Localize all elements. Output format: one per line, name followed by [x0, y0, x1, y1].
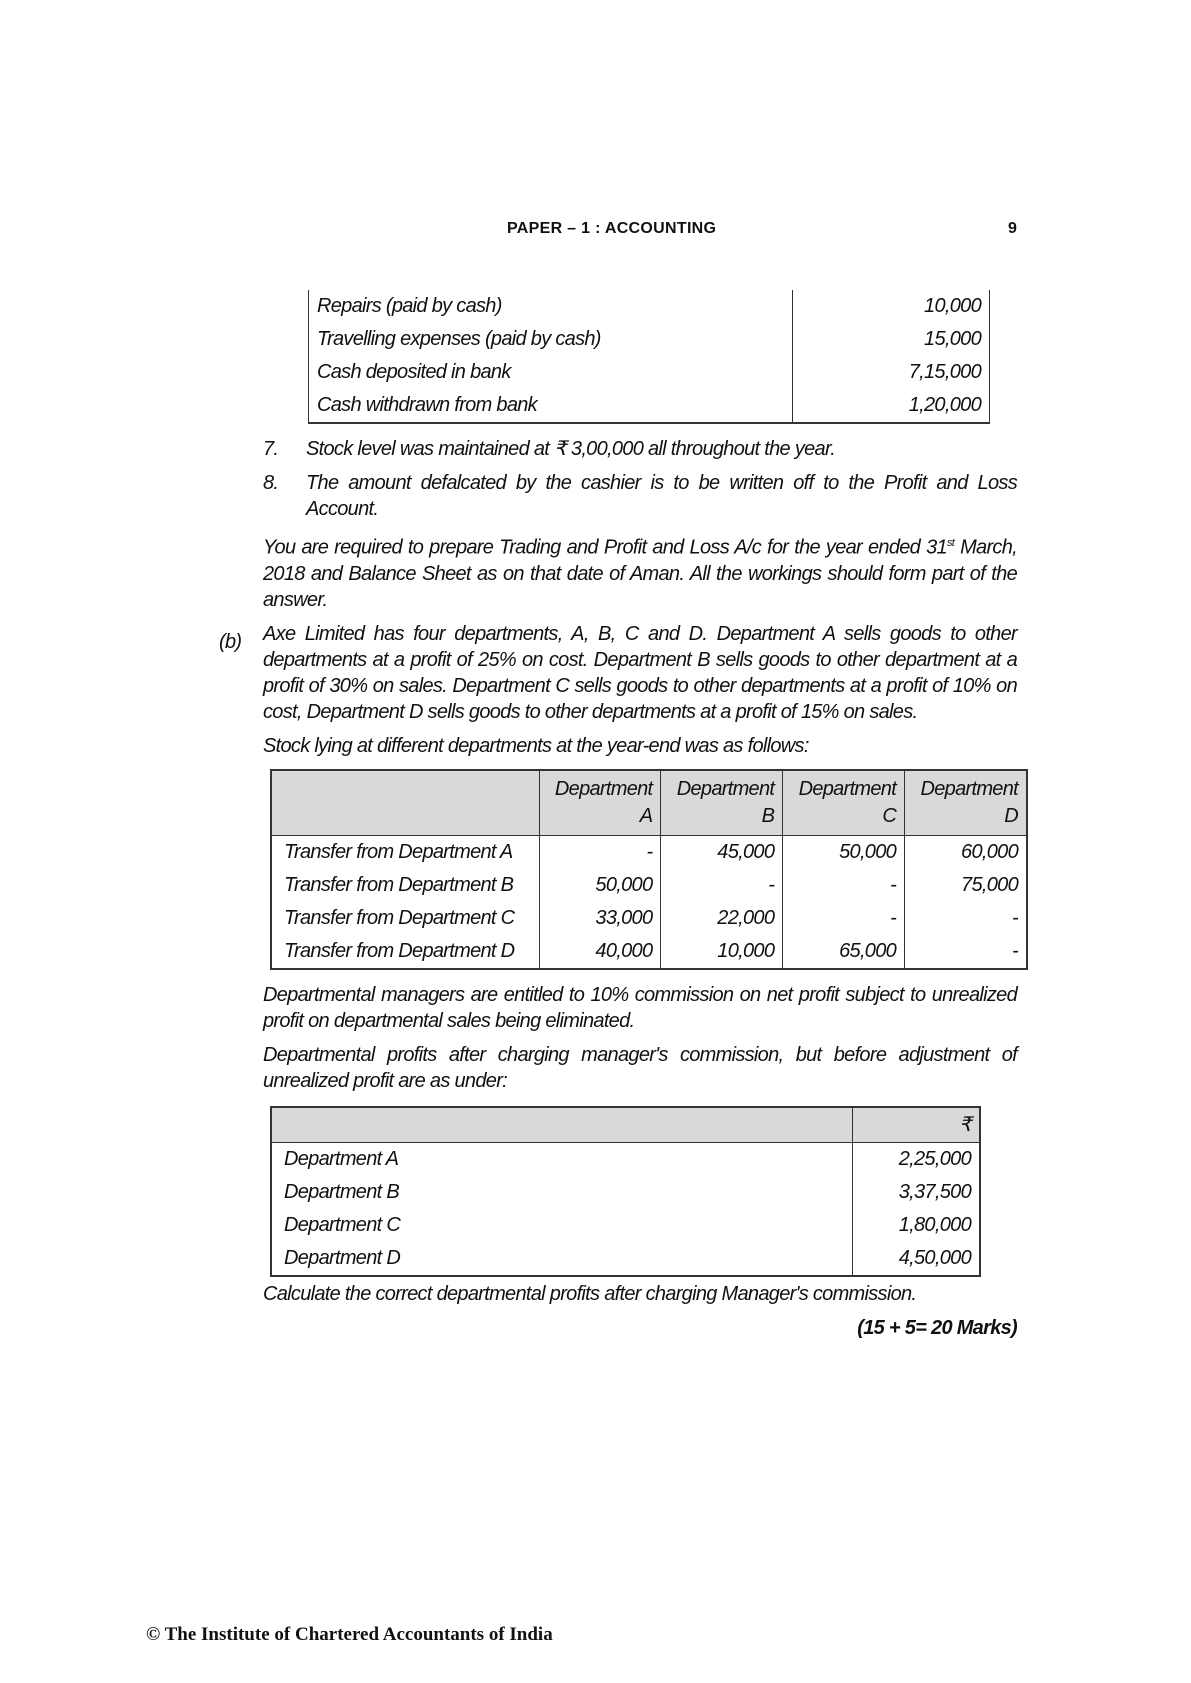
- row-label: Department D: [284, 1246, 401, 1269]
- column-header: Department C: [782, 769, 906, 836]
- cell: 60,000: [904, 835, 1028, 869]
- table-row: Transfer from Department C 33,000 22,000- -: [270, 901, 1028, 935]
- item-amount: 7,15,000: [792, 356, 990, 389]
- stock-table: Department A Department B Department C Depa…: [270, 768, 1028, 970]
- cell: 40,000: [538, 934, 662, 969]
- footer-copyright: © The Institute of Chartered Accountants…: [146, 1624, 553, 1645]
- table-row: Cash withdrawn from bank 1,20,000: [309, 389, 990, 423]
- text: You are required to prepare Trading and …: [263, 536, 948, 559]
- cell: 65,000: [782, 934, 906, 969]
- item-label: Cash withdrawn from bank: [317, 394, 538, 416]
- row-label: Department A: [284, 1147, 399, 1170]
- point-text: The amount defalcated by the cashier is …: [306, 472, 1018, 520]
- cell: 45,000: [660, 835, 784, 869]
- item-amount: 1,20,000: [792, 389, 990, 423]
- row-label: Department C: [284, 1213, 401, 1236]
- cell: 50,000: [782, 835, 906, 869]
- superscript: st: [946, 537, 955, 549]
- cell: 2,25,000: [852, 1142, 980, 1176]
- column-header: Department A: [538, 769, 662, 836]
- cell: -: [782, 901, 906, 935]
- cell: -: [782, 868, 906, 902]
- cell: 1,80,000: [852, 1208, 980, 1242]
- cell: 3,37,500: [852, 1175, 980, 1209]
- currency-header: ₹: [852, 1106, 980, 1143]
- row-label: Transfer from Department D: [270, 934, 540, 969]
- cell: 10,000: [660, 934, 784, 969]
- column-header: Department D: [904, 769, 1028, 836]
- profits-intro: Departmental profits after charging mana…: [263, 1043, 1018, 1092]
- row-label: Transfer from Department A: [270, 835, 540, 869]
- item-amount: 15,000: [792, 323, 990, 356]
- table-header-row: ₹: [271, 1106, 980, 1143]
- table-row: Department C 1,80,000: [271, 1208, 980, 1242]
- item-label: Cash deposited in bank: [317, 361, 511, 383]
- stock-intro: Stock lying at different departments at …: [263, 734, 809, 757]
- empty-header: [271, 1106, 853, 1143]
- row-label: Transfer from Department C: [270, 901, 540, 935]
- item-amount: 10,000: [792, 290, 990, 323]
- table-row: Transfer from Department D 40,000 10,000 65…: [270, 934, 1028, 969]
- cash-transactions-table: Repairs (paid by cash) 10,000 Travelling …: [308, 290, 990, 424]
- marks-label: (15 + 5= 20 Marks): [857, 1316, 1017, 1339]
- table-row: Department D 4,50,000: [271, 1241, 980, 1276]
- commission-text: Departmental managers are entitled to 10…: [263, 983, 1018, 1032]
- part-b: (b) Axe Limited has four departments, A,…: [219, 621, 1018, 725]
- point-text: Stock level was maintained at ₹ 3,00,000…: [306, 438, 836, 460]
- cell: 75,000: [904, 868, 1028, 902]
- table-row: Department A 2,25,000: [271, 1142, 980, 1176]
- row-label: Transfer from Department B: [270, 868, 540, 902]
- cell: -: [904, 934, 1028, 969]
- page-number: 9: [1008, 220, 1018, 237]
- content-flow: 7. Stock level was maintained at ₹ 3,00,…: [219, 436, 1028, 1341]
- cell: -: [538, 835, 662, 869]
- page-header-title: PAPER – 1 : ACCOUNTING: [507, 220, 717, 237]
- point-number: 8.: [263, 472, 279, 494]
- table-row: Travelling expenses (paid by cash) 15,000: [309, 323, 990, 356]
- item-label: Travelling expenses (paid by cash): [317, 328, 601, 350]
- instruction-paragraph: You are required to prepare Trading and …: [263, 530, 1018, 613]
- cell: 22,000: [660, 901, 784, 935]
- part-label: (b): [219, 630, 242, 653]
- text: March, 2018 and Balance Sheet as on that…: [263, 536, 1018, 611]
- empty-header: [270, 769, 540, 836]
- departmental-profit-table: ₹ Department A 2,25,000 Department B 3,37,…: [270, 1105, 981, 1277]
- question-text: Calculate the correct departmental profi…: [263, 1282, 917, 1305]
- table-header-row: Department A Department B Department C Depa…: [270, 769, 1028, 836]
- item-label: Repairs (paid by cash): [317, 295, 502, 317]
- table-row: Repairs (paid by cash) 10,000: [309, 290, 990, 323]
- point-7: 7. Stock level was maintained at ₹ 3,00,…: [263, 436, 1017, 462]
- row-label: Department B: [284, 1180, 400, 1203]
- cell: -: [904, 901, 1028, 935]
- table-row: Cash deposited in bank 7,15,000: [309, 356, 990, 389]
- part-b-intro: Axe Limited has four departments, A, B, …: [263, 622, 1018, 723]
- table-row: Transfer from Department B 50,000- -75,000: [270, 868, 1028, 902]
- cell: 33,000: [538, 901, 662, 935]
- table-row: Department B 3,37,500: [271, 1175, 980, 1209]
- cell: -: [660, 868, 784, 902]
- cell: 50,000: [538, 868, 662, 902]
- point-8: 8. The amount defalcated by the cashier …: [263, 470, 1018, 522]
- table-row: Transfer from Department A -45,000 50,000 6…: [270, 835, 1028, 869]
- column-header: Department B: [660, 769, 784, 836]
- point-number: 7.: [263, 438, 279, 460]
- cell: 4,50,000: [852, 1241, 980, 1276]
